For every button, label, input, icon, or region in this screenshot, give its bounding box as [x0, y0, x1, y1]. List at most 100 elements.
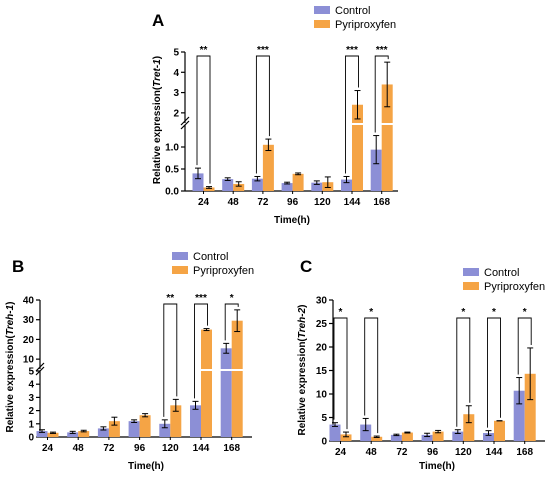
bar-control [421, 434, 433, 441]
panel-label: C [300, 257, 312, 276]
bar-control [67, 432, 79, 437]
x-tick-label: 48 [228, 197, 240, 208]
x-tick-label: 72 [257, 197, 269, 208]
significance-bracket-line [374, 55, 389, 133]
bar-control [452, 431, 464, 441]
y-tick-label: 10 [23, 355, 35, 366]
y-axis-label: Relative expression(Tret-1) [152, 56, 163, 184]
significance-bracket-line [255, 55, 270, 174]
x-tick-label: 24 [42, 443, 54, 454]
x-tick-label: 96 [134, 443, 146, 454]
legend-label-pyriproxyfen: Pyriproxyfen [335, 19, 396, 31]
x-tick-label: 24 [335, 447, 347, 458]
significance-bracket [487, 317, 501, 428]
bar-control [128, 421, 140, 437]
error-bar [206, 186, 212, 189]
x-tick-label: 120 [162, 443, 179, 454]
significance-bracket [163, 303, 178, 417]
y-tick-label: 2 [173, 108, 179, 119]
bar-pyriproxyfen [371, 436, 383, 441]
significance-bracket [194, 303, 208, 399]
y-tick-label: 4 [173, 68, 179, 79]
y-axis-label-prefix: Relative expression( [5, 335, 16, 433]
y-axis [35, 299, 45, 438]
x-tick-label: 96 [287, 197, 299, 208]
error-bar [195, 167, 201, 180]
bar-pyriproxyfen [381, 125, 393, 191]
y-axis-label: Relative expression(Treh-2) [297, 305, 308, 436]
legend-swatch-control [172, 252, 188, 260]
y-tick-label: 30 [316, 296, 328, 307]
bar-control [483, 433, 494, 441]
y-tick-label: 1 [28, 419, 34, 430]
bar-control [370, 149, 382, 191]
x-axis-label: Time(h) [128, 461, 164, 472]
error-bar [142, 413, 149, 418]
significance-label: * [339, 307, 343, 318]
bar-control [220, 371, 232, 437]
y-axis-label-gene: Treh-1 [5, 304, 16, 335]
bar-pyriproxyfen [201, 371, 212, 437]
y-axis-label-suffix: ) [152, 56, 163, 59]
legend-swatch-control [314, 6, 330, 14]
error-bar [354, 90, 361, 120]
chart-panel-c: C Control Pyriproxyfen 0 5 10 15 20 25 30 Relative… [297, 257, 545, 472]
significance-bracket-line [345, 55, 359, 174]
legend-label-control: Control [193, 251, 228, 263]
significance-label: *** [257, 45, 269, 56]
bar-pyriproxyfen [494, 420, 505, 441]
y-tick-label: 5 [173, 48, 179, 59]
error-bar [313, 180, 320, 185]
y-tick-label: 0 [321, 437, 327, 448]
y-axis-label-gene: Treh-2 [297, 307, 308, 338]
y-tick-label: 0.5 [165, 165, 179, 176]
bar-pyriproxyfen [352, 125, 363, 191]
error-bar [343, 431, 349, 438]
y-tick-label: 25 [316, 319, 328, 330]
significance-bracket-line [364, 317, 379, 434]
x-tick-label: 168 [516, 447, 533, 458]
y-tick-label: 2 [28, 406, 34, 417]
x-tick-label: 168 [373, 197, 390, 208]
error-bar [324, 176, 331, 188]
x-tick-label: 144 [193, 443, 210, 454]
x-tick-label: 96 [427, 447, 439, 458]
y-tick-label: 15 [316, 366, 328, 377]
legend-swatch-pyriproxyfen [172, 266, 188, 274]
y-axis-label-prefix: Relative expression( [297, 338, 308, 436]
significance-label: *** [195, 293, 207, 304]
significance-label: * [369, 307, 373, 318]
error-bar [516, 377, 523, 405]
y-tick-label: 0 [28, 433, 34, 444]
y-tick-label: 40 [23, 296, 35, 307]
y-tick-label: 30 [23, 315, 35, 326]
legend: Control Pyriproxyfen [172, 251, 254, 277]
significance-bracket [224, 303, 239, 341]
y-axis-break-mark [180, 120, 190, 130]
bar-pyriproxyfen [108, 421, 120, 437]
error-bar [50, 431, 56, 434]
error-bar [424, 432, 431, 438]
bar-control [329, 424, 341, 441]
error-bar [172, 398, 179, 412]
error-bar [485, 430, 492, 436]
error-bar [465, 405, 472, 424]
x-axis-label: Time(h) [274, 215, 310, 226]
chart-panel-a: A Control Pyriproxyfen 0.0 0.5 1.0 2 3 4 5 Relativ… [152, 5, 398, 226]
panel-label: A [152, 11, 164, 30]
bar-control [341, 179, 352, 191]
significance-bracket [345, 55, 359, 174]
significance-bracket-line [196, 55, 211, 184]
bar-pyriproxyfen [170, 405, 182, 437]
significance-bracket [196, 55, 211, 184]
significance-bracket [374, 55, 389, 133]
significance-bracket-line [194, 303, 208, 399]
y-axis-label-suffix: ) [297, 305, 308, 308]
y-tick-label: 20 [23, 335, 35, 346]
legend-label-control: Control [484, 267, 519, 279]
significance-label: ** [166, 293, 174, 304]
significance-label: * [492, 307, 496, 318]
significance-bracket [517, 317, 532, 375]
y-tick-label: 0.0 [165, 187, 179, 198]
error-bar [39, 429, 45, 433]
